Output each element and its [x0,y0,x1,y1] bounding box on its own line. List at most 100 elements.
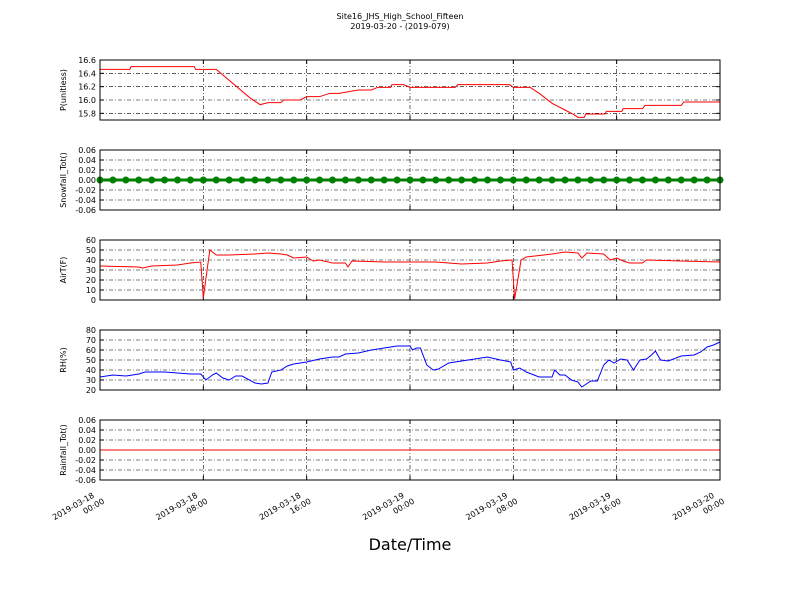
data-point [186,176,194,184]
y-axis-label: Rainfall_Tot() [59,424,68,476]
data-point [148,176,156,184]
y-tick-label: -0.06 [75,476,96,485]
subplot: -0.06-0.04-0.020.000.020.040.06 Snowfall_… [59,146,724,215]
y-tick-label: 50 [86,356,96,365]
plot-frame [99,419,721,481]
y-tick-label: 30 [86,376,96,385]
y-tick-label: 0.02 [78,436,96,445]
subplot: 15.8 16.0 16.2 16.4 16.6 P(unitless) [59,56,721,121]
y-tick-label: 50 [86,246,96,255]
data-point [329,176,336,184]
data-point [406,176,414,184]
data-point [522,176,530,184]
y-axis-label: AirT(F) [59,257,68,284]
y-tick-label: 60 [86,346,96,355]
data-point [703,176,711,184]
plot-frame [99,239,721,301]
y-tick-label: 80 [86,326,96,335]
data-point [432,176,440,184]
data-point [354,176,362,184]
y-tick-label: 60 [86,236,96,245]
data-point [212,176,220,184]
data-point [393,176,401,184]
y-axis-label: Snowfall_Tot() [59,152,68,208]
data-point [613,176,621,184]
y-tick-label: 0 [91,296,96,305]
y-tick-label: -0.04 [75,196,96,205]
data-point [264,176,272,184]
data-point [225,176,233,184]
y-tick-label: 0.00 [78,446,96,455]
data-line [99,341,721,388]
data-point [238,176,246,184]
data-point [548,176,556,184]
plot-frame [99,149,721,211]
y-tick-label: 0.06 [78,146,96,155]
data-point [664,176,672,184]
data-point [122,176,130,184]
y-tick-label: 20 [86,386,96,395]
y-axis-label: P(unitless) [59,69,68,111]
y-tick-label: 10 [86,286,96,295]
y-tick-label: 16.4 [78,69,96,78]
data-point [471,176,479,184]
data-point [484,176,491,184]
data-point [251,176,259,184]
plot-frame [99,59,721,121]
data-point [380,176,388,184]
data-point [651,176,659,184]
y-tick-label: 0.06 [78,416,96,425]
y-tick-label: 0.02 [78,166,96,175]
data-point [367,176,375,184]
y-tick-label: 0.04 [78,426,96,435]
data-point [303,176,311,184]
data-point [509,176,517,184]
data-line [100,66,720,118]
data-point [574,176,582,184]
data-point [458,176,466,184]
data-point [626,176,634,184]
y-axis-label: RH(%) [59,347,68,372]
title: Site16_JHS_High_School_Fifteen [337,12,464,21]
data-point [277,176,285,184]
data-point [639,176,646,184]
data-point [135,176,143,184]
data-point [341,176,349,184]
data-point [535,176,543,184]
data-point [174,176,181,184]
data-point [445,176,453,184]
y-tick-label: -0.02 [75,186,96,195]
y-tick-label: 0.00 [78,176,96,185]
y-tick-label: 16.2 [78,83,96,92]
x-axis-label: Date/Time [369,535,452,554]
y-tick-label: -0.04 [75,466,96,475]
data-point [199,176,207,184]
y-tick-label: -0.06 [75,206,96,215]
subtitle: 2019-03-20 - (2019-079) [350,22,449,31]
data-point [316,176,324,184]
data-line [99,249,721,300]
y-tick-label: 20 [86,276,96,285]
y-tick-label: 15.8 [78,109,96,118]
y-tick-label: 30 [86,266,96,275]
y-tick-label: 16.6 [78,56,96,65]
y-tick-label: 16.0 [78,96,96,105]
data-point [561,176,569,184]
data-point [109,176,117,184]
data-point [290,176,298,184]
y-tick-label: 70 [86,336,96,345]
y-tick-label: 40 [86,366,96,375]
data-point [587,176,595,184]
data-point [600,176,608,184]
data-point [161,176,169,184]
data-point [690,176,698,184]
plot-frame [99,329,721,391]
data-point [419,176,427,184]
y-tick-label: -0.02 [75,456,96,465]
data-point [496,176,504,184]
y-tick-label: 0.04 [78,156,96,165]
y-tick-label: 40 [86,256,96,265]
